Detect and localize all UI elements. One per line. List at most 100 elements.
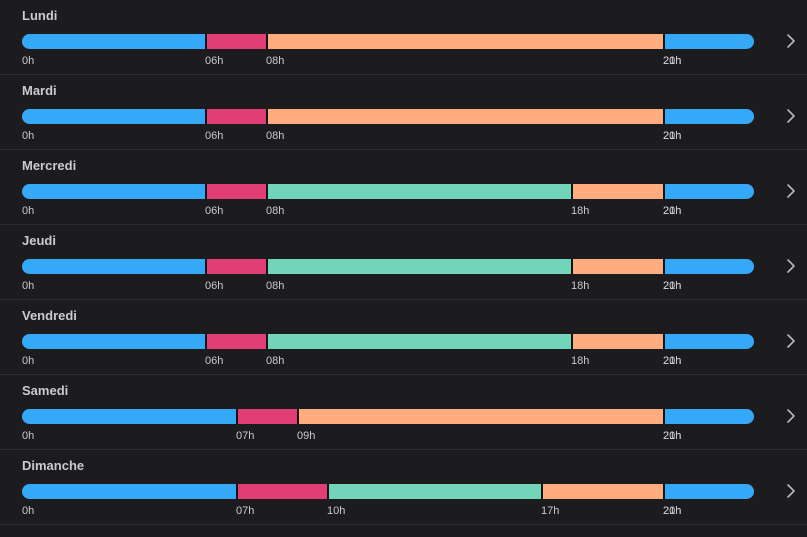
time-label: 0h: [22, 505, 35, 517]
schedule-segment-pink: [205, 109, 266, 124]
row-divider: [0, 74, 807, 75]
schedule-segment-orange: [541, 484, 663, 499]
schedule-bar: [22, 259, 754, 274]
time-label: 20h: [663, 430, 682, 442]
schedule-segment-blue: [663, 484, 754, 499]
time-label: 06h: [205, 355, 224, 367]
row-divider: [0, 224, 807, 225]
schedule-bar: [22, 409, 754, 424]
day-name: Vendredi: [22, 308, 77, 323]
time-label: 20h: [663, 355, 682, 367]
schedule-segment-blue: [663, 34, 754, 49]
row-divider: [0, 299, 807, 300]
day-name: Mercredi: [22, 158, 77, 173]
schedule-segment-green: [266, 259, 571, 274]
day-name: Lundi: [22, 8, 58, 23]
day-row-samedi[interactable]: Samedi 0h 07h 09h 20h 21h: [0, 375, 807, 450]
row-divider: [0, 149, 807, 150]
schedule-segment-blue: [22, 34, 205, 49]
day-name: Dimanche: [22, 458, 85, 473]
time-label: 20h: [663, 205, 682, 217]
row-divider: [0, 449, 807, 450]
time-label: 21h: [663, 205, 682, 217]
chevron-right-icon[interactable]: [783, 333, 799, 349]
day-row-vendredi[interactable]: Vendredi 0h 06h 08h 18h 20h 21h: [0, 300, 807, 375]
time-label: 07h: [236, 505, 255, 517]
row-divider: [0, 524, 807, 525]
time-label: 20h: [663, 55, 682, 67]
schedule-segment-green: [266, 334, 571, 349]
schedule-segment-orange: [297, 409, 663, 424]
schedule-segment-blue: [663, 409, 754, 424]
time-label: 06h: [205, 55, 224, 67]
schedule-segment-pink: [236, 409, 297, 424]
time-label: 17h: [541, 505, 560, 517]
schedule-segment-blue: [22, 109, 205, 124]
schedule-segment-pink: [205, 34, 266, 49]
day-row-mardi[interactable]: Mardi 0h 06h 08h 20h 21h: [0, 75, 807, 150]
time-label: 0h: [22, 355, 35, 367]
chevron-right-icon[interactable]: [783, 33, 799, 49]
day-row-lundi[interactable]: Lundi 0h 06h 08h 20h 21h: [0, 0, 807, 75]
time-label: 20h: [663, 280, 682, 292]
time-label: 08h: [266, 130, 285, 142]
time-label: 0h: [22, 130, 35, 142]
schedule-segment-orange: [571, 259, 663, 274]
time-label: 06h: [205, 280, 224, 292]
time-label: 06h: [205, 130, 224, 142]
chevron-right-icon[interactable]: [783, 258, 799, 274]
time-label: 0h: [22, 205, 35, 217]
schedule-segment-blue: [22, 484, 236, 499]
time-label: 21h: [663, 280, 682, 292]
schedule-segment-pink: [205, 334, 266, 349]
time-label: 08h: [266, 205, 285, 217]
schedule-segment-blue: [663, 184, 754, 199]
time-label: 18h: [571, 355, 590, 367]
time-label: 09h: [297, 430, 316, 442]
schedule-segment-blue: [22, 409, 236, 424]
day-name: Samedi: [22, 383, 69, 398]
chevron-right-icon[interactable]: [783, 483, 799, 499]
chevron-right-icon[interactable]: [783, 108, 799, 124]
time-label: 06h: [205, 205, 224, 217]
time-label: 20h: [663, 505, 682, 517]
chevron-right-icon[interactable]: [783, 183, 799, 199]
time-label: 0h: [22, 55, 35, 67]
day-name: Jeudi: [22, 233, 56, 248]
schedule-bar: [22, 109, 754, 124]
schedule-segment-blue: [663, 109, 754, 124]
time-label: 21h: [663, 130, 682, 142]
day-name: Mardi: [22, 83, 57, 98]
schedule-segment-orange: [266, 34, 663, 49]
schedule-segment-blue: [22, 184, 205, 199]
time-label: 08h: [266, 355, 285, 367]
day-row-jeudi[interactable]: Jeudi 0h 06h 08h 18h 20h 21h: [0, 225, 807, 300]
time-label: 20h: [663, 130, 682, 142]
time-label: 08h: [266, 55, 285, 67]
schedule-bar: [22, 484, 754, 499]
schedule-segment-blue: [22, 334, 205, 349]
time-label: 10h: [327, 505, 346, 517]
time-label: 21h: [663, 355, 682, 367]
schedule-segment-blue: [22, 259, 205, 274]
schedule-bar: [22, 34, 754, 49]
time-label: 0h: [22, 430, 35, 442]
time-label: 0h: [22, 280, 35, 292]
schedule-segment-pink: [236, 484, 327, 499]
time-label: 21h: [663, 55, 682, 67]
day-row-mercredi[interactable]: Mercredi 0h 06h 08h 18h 20h 21h: [0, 150, 807, 225]
time-label: 18h: [571, 205, 590, 217]
chevron-right-icon[interactable]: [783, 408, 799, 424]
time-label: 21h: [663, 430, 682, 442]
time-label: 07h: [236, 430, 255, 442]
day-row-dimanche[interactable]: Dimanche 0h 07h 10h 17h 20h 21h: [0, 450, 807, 525]
schedule-segment-blue: [663, 334, 754, 349]
row-divider: [0, 374, 807, 375]
schedule-segment-orange: [266, 109, 663, 124]
time-label: 18h: [571, 280, 590, 292]
schedule-segment-orange: [571, 334, 663, 349]
schedule-segment-blue: [663, 259, 754, 274]
schedule-segment-pink: [205, 184, 266, 199]
schedule-segment-green: [266, 184, 571, 199]
